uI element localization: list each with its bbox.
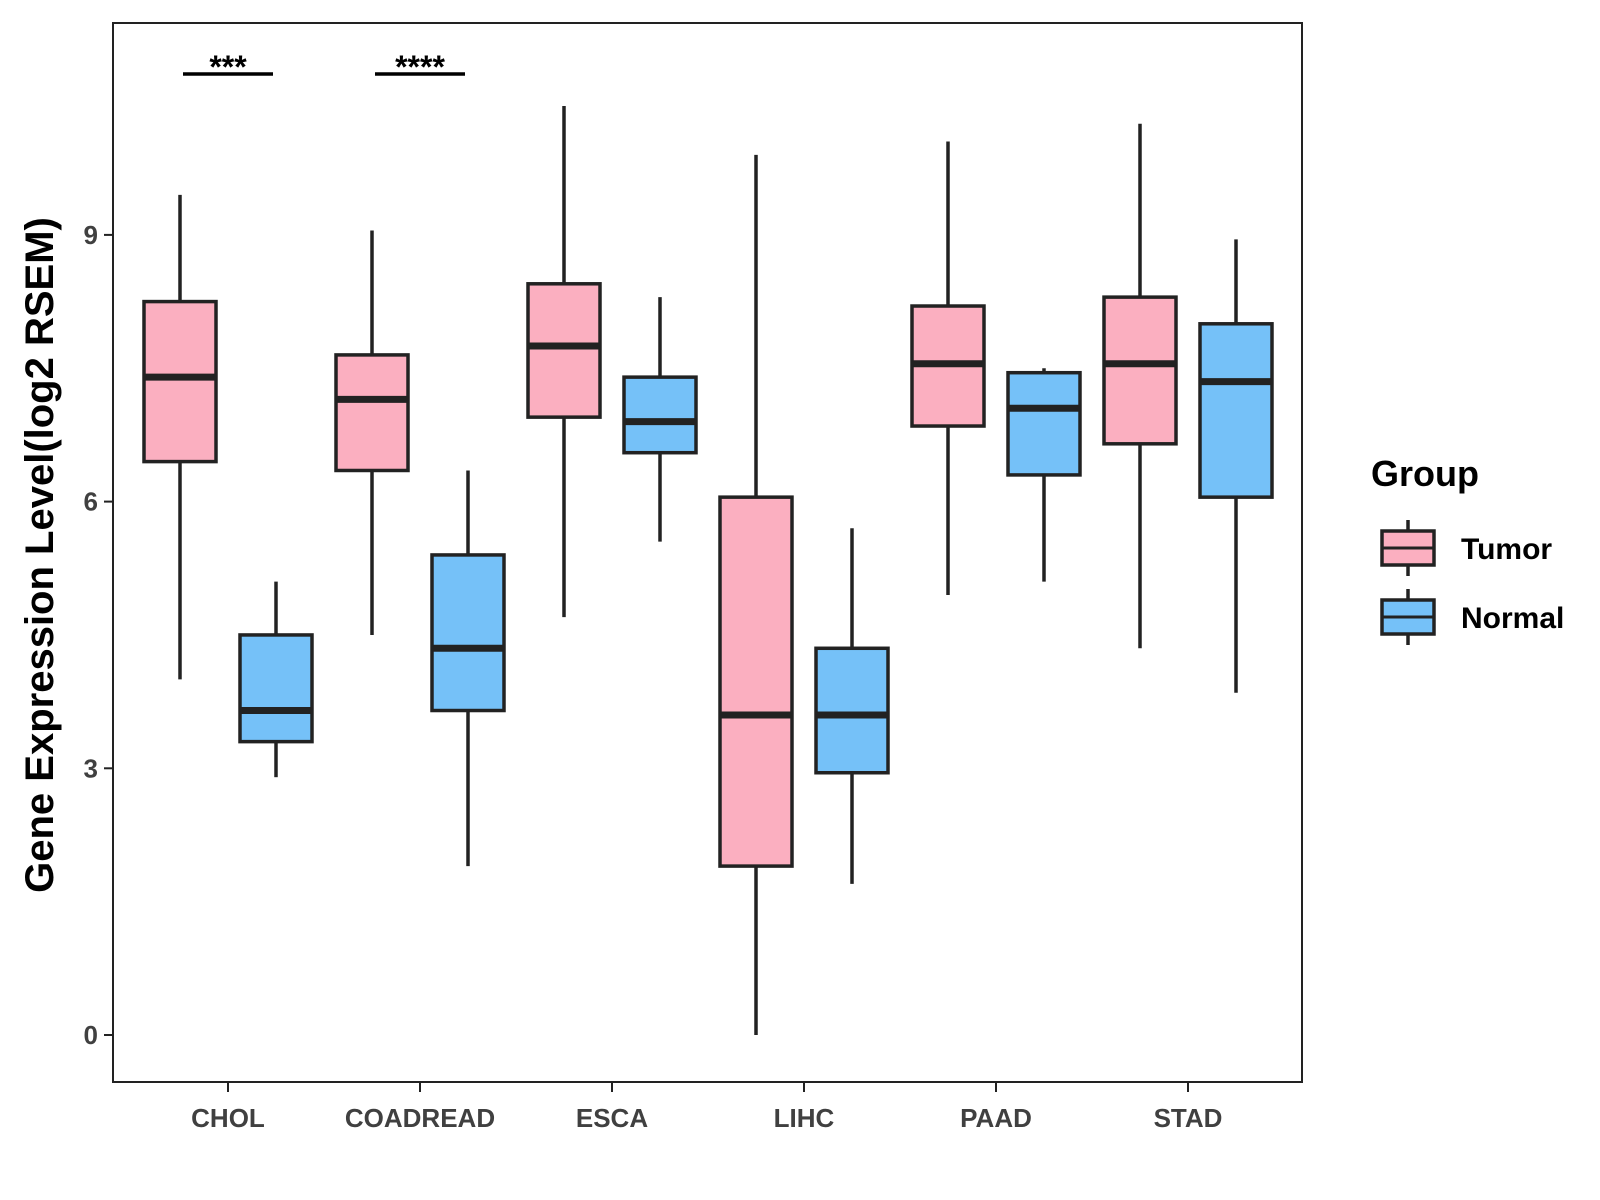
legend-label: Normal bbox=[1461, 602, 1564, 635]
box-tumor-lihc bbox=[718, 154, 794, 1035]
y-tick-label: 0 bbox=[84, 1020, 98, 1050]
box-iqr bbox=[430, 553, 506, 713]
box-iqr bbox=[814, 646, 890, 775]
x-tick-label: ESCA bbox=[576, 1103, 648, 1133]
box-tumor-chol bbox=[142, 194, 218, 680]
legend-label: Tumor bbox=[1461, 533, 1552, 566]
x-tick-label: COADREAD bbox=[345, 1103, 495, 1133]
box-iqr bbox=[238, 633, 314, 744]
box-tumor-stad bbox=[1102, 123, 1178, 649]
x-tick-label: LIHC bbox=[774, 1103, 835, 1133]
x-tick-label: PAAD bbox=[960, 1103, 1032, 1133]
box-iqr bbox=[1006, 370, 1082, 477]
x-tick-label: CHOL bbox=[191, 1103, 265, 1133]
box-iqr bbox=[718, 495, 794, 868]
y-tick-label: 9 bbox=[84, 220, 98, 250]
y-tick-label: 6 bbox=[84, 487, 98, 517]
legend-item-normal: Normal bbox=[1380, 589, 1564, 645]
box-tumor-esca bbox=[526, 105, 602, 618]
box-tumor-paad bbox=[910, 141, 986, 595]
x-tick-label: STAD bbox=[1154, 1103, 1223, 1133]
significance-label: *** bbox=[209, 49, 247, 85]
box-normal-esca bbox=[622, 297, 698, 542]
box-normal-chol bbox=[238, 581, 314, 778]
legend-item-tumor: Tumor bbox=[1380, 520, 1552, 576]
box-normal-stad bbox=[1198, 239, 1274, 693]
plot-border bbox=[112, 22, 1303, 1083]
box-iqr bbox=[1198, 322, 1274, 499]
box-iqr bbox=[622, 375, 698, 455]
box-iqr bbox=[526, 282, 602, 419]
significance-label: **** bbox=[395, 49, 445, 85]
y-axis-title: Gene Expression Level(log2 RSEM) bbox=[18, 217, 62, 893]
box-normal-lihc bbox=[814, 528, 890, 884]
y-tick-label: 3 bbox=[84, 753, 98, 783]
box-normal-paad bbox=[1006, 368, 1082, 582]
legend: Group Tumor Normal bbox=[1371, 453, 1564, 645]
box-iqr bbox=[1102, 295, 1178, 446]
box-iqr bbox=[334, 353, 410, 473]
box-iqr bbox=[142, 299, 218, 464]
box-normal-coadread bbox=[430, 470, 506, 867]
legend-title: Group bbox=[1371, 453, 1479, 494]
box-tumor-coadread bbox=[334, 230, 410, 635]
